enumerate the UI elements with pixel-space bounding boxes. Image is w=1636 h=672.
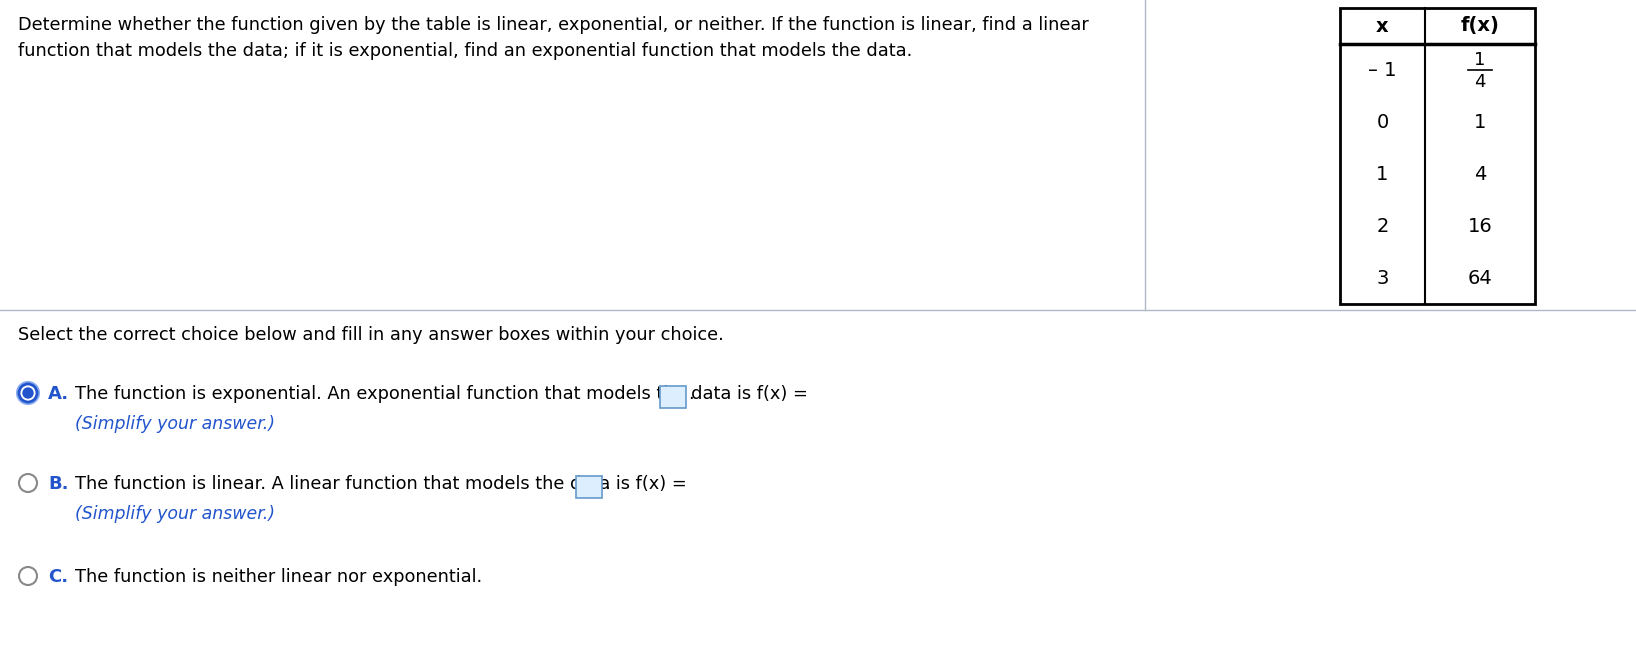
Text: 3: 3 — [1376, 269, 1389, 288]
Circle shape — [20, 474, 38, 492]
Text: 1: 1 — [1376, 165, 1389, 183]
Text: (Simplify your answer.): (Simplify your answer.) — [75, 505, 275, 523]
Text: 1: 1 — [1474, 51, 1485, 69]
Bar — [1340, 8, 1535, 304]
Text: 16: 16 — [1467, 216, 1492, 235]
Text: 1: 1 — [1474, 112, 1485, 132]
Circle shape — [23, 388, 33, 398]
FancyBboxPatch shape — [576, 476, 602, 498]
Text: 4: 4 — [1474, 165, 1485, 183]
Text: The function is exponential. An exponential function that models the data is f(x: The function is exponential. An exponent… — [75, 385, 808, 403]
Text: Determine whether the function given by the table is linear, exponential, or nei: Determine whether the function given by … — [18, 16, 1088, 34]
Circle shape — [20, 384, 38, 402]
Text: 2: 2 — [1376, 216, 1389, 235]
Text: The function is neither linear nor exponential.: The function is neither linear nor expon… — [75, 568, 483, 586]
Text: – 1: – 1 — [1368, 60, 1397, 79]
Text: 64: 64 — [1467, 269, 1492, 288]
FancyBboxPatch shape — [659, 386, 685, 408]
Text: x: x — [1376, 17, 1389, 36]
Text: .: . — [604, 475, 610, 493]
Text: B.: B. — [47, 475, 69, 493]
Text: function that models the data; if it is exponential, find an exponential functio: function that models the data; if it is … — [18, 42, 913, 60]
Text: (Simplify your answer.): (Simplify your answer.) — [75, 415, 275, 433]
Text: C.: C. — [47, 568, 69, 586]
Text: 4: 4 — [1474, 73, 1485, 91]
Text: 0: 0 — [1376, 112, 1389, 132]
Text: Select the correct choice below and fill in any answer boxes within your choice.: Select the correct choice below and fill… — [18, 326, 723, 344]
Text: .: . — [689, 385, 694, 403]
Text: The function is linear. A linear function that models the data is f(x) =: The function is linear. A linear functio… — [75, 475, 687, 493]
Text: f(x): f(x) — [1461, 17, 1500, 36]
Text: A.: A. — [47, 385, 69, 403]
Circle shape — [20, 567, 38, 585]
